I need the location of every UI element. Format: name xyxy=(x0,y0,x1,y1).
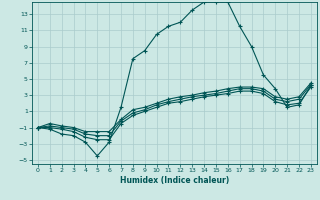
X-axis label: Humidex (Indice chaleur): Humidex (Indice chaleur) xyxy=(120,176,229,185)
